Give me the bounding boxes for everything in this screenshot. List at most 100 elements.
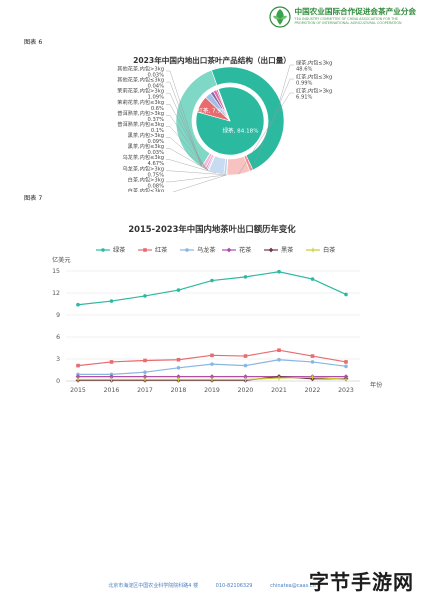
series-5-point-6 — [276, 375, 282, 381]
ring-slice-label-4: 白茶,内包>3kg — [128, 175, 164, 183]
series-3-point-1 — [109, 374, 114, 379]
ring-leader-line-6 — [166, 159, 217, 174]
series-1-point-3 — [176, 357, 181, 362]
legend-label-5: 白茶 — [323, 246, 335, 254]
line-chart-title: 2015-2023年中国内地茶叶出口额历年变化 — [128, 224, 296, 234]
y-tick-label-0: 0 — [56, 378, 60, 385]
series-3-point-4 — [209, 374, 215, 379]
figure6-label: 图表 6 — [24, 39, 43, 46]
ring-slice-label-7: 黑茶,内包≤3kg — [128, 142, 164, 150]
series-3-point-3 — [176, 374, 181, 379]
series-3-point-0 — [75, 374, 81, 379]
series-1-point-2 — [143, 358, 147, 363]
x-tick-label-8: 2023 — [338, 387, 354, 394]
legend-label-1: 红茶 — [155, 246, 167, 254]
ring-leader-line-11 — [166, 104, 206, 170]
org-name-cn: 中国农业国际合作促进会茶产业分会 — [294, 7, 417, 16]
line-chart-legend: 绿茶 红茶 乌龙茶 花茶 黑茶 白茶 — [96, 246, 335, 254]
series-2-point-2 — [143, 370, 147, 374]
line-chart-series — [75, 269, 349, 383]
y-tick-label-3: 9 — [56, 312, 60, 319]
series-5-point-1 — [109, 377, 114, 382]
pie-slice-group — [175, 66, 285, 176]
legend-label-0: 绿茶 — [113, 246, 125, 254]
series-5-point-8 — [343, 377, 349, 382]
y-tick-label-4: 12 — [52, 290, 60, 297]
ring-slice-pct-11: 0.6% — [151, 106, 164, 112]
ring-leader-line-13 — [166, 81, 202, 168]
footer-phone: 010-82106329 — [215, 583, 253, 589]
ring-slice-label-2: 红茶,内包>3kg — [296, 87, 332, 95]
series-1-point-1 — [109, 360, 114, 364]
ring-slice-pct-6: 4.67% — [148, 161, 165, 167]
ring-leader-line-3 — [172, 174, 227, 192]
ring-slice-pct-8: 0.09% — [148, 139, 165, 145]
legend-swatch-marker-1 — [143, 248, 147, 252]
legend-label-4: 黑茶 — [281, 246, 293, 254]
series-0-point-0 — [76, 302, 80, 307]
ring-slice-pct-9: 0.1% — [151, 128, 164, 134]
ring-leader-line-0 — [279, 64, 294, 101]
x-tick-label-0: 2015 — [70, 387, 86, 394]
ring-slice-pct-5: 0.75% — [148, 172, 165, 178]
series-2-point-6 — [277, 357, 281, 362]
series-5-point-3 — [176, 377, 181, 382]
series-3-point-5 — [243, 374, 248, 379]
series-0-point-4 — [210, 278, 214, 283]
ring-slice-label-12: 茉莉花茶,内包>3kg — [117, 87, 164, 95]
legend-label-3: 花茶 — [239, 246, 251, 254]
ring-slice-label-9: 普洱熟茶,内包≤3kg — [117, 120, 164, 128]
series-2-point-8 — [344, 364, 348, 369]
line-chart-grid: 0 3 6 9 12 15 2015 2016 2017 2018 2019 2020 2021 2022… — [52, 268, 360, 394]
ring-leader-line-4 — [166, 174, 227, 183]
ring-slice-label-13: 其他花茶,内包≤3kg — [117, 76, 164, 84]
legend-swatch-marker-4 — [268, 247, 274, 253]
x-tick-label-1: 2016 — [104, 387, 120, 394]
legend-swatch-marker-0 — [101, 248, 105, 252]
ring-slice-pct-12: 1.09% — [148, 95, 165, 101]
legend-label-2: 乌龙茶 — [197, 246, 216, 254]
ring-slice-pct-7: 0.03% — [148, 150, 165, 156]
pie-slice-6 — [217, 88, 231, 122]
series-0-point-3 — [176, 288, 181, 292]
pie-slice-label-1: 红茶, 7.9% — [197, 107, 226, 115]
ring-leader-line-12 — [166, 92, 204, 169]
series-1-point-7 — [310, 354, 315, 358]
series-1-point-5 — [243, 354, 248, 358]
pie-slice-label-0: 绿茶, 84.18% — [222, 127, 258, 135]
ring-slice-label-3: 白茶,内包≤3kg — [128, 187, 164, 193]
ring-leader-line-7 — [166, 148, 209, 171]
series-2-point-7 — [310, 360, 315, 364]
org-name-en-line1: TEA INDUSTRY COMMITTEE OF CHINA ASSOCIAT… — [294, 17, 399, 21]
ring-leader-line-2 — [238, 92, 294, 175]
ring-slice-label-6: 乌龙茶,内包≤3kg — [122, 153, 164, 161]
ring-slice-pct-1: 0.99% — [296, 81, 313, 87]
legend-swatch-marker-3 — [226, 247, 232, 253]
footer-email: chinatea@caas.cn — [270, 583, 316, 589]
series-1-point-0 — [76, 363, 80, 368]
x-tick-label-5: 2020 — [238, 387, 254, 394]
series-0-point-2 — [143, 294, 147, 298]
page-header: 中国农业国际合作促进会茶产业分会 TEA INDUSTRY COMMITTEE … — [0, 0, 424, 34]
x-tick-label-2: 2017 — [137, 387, 153, 394]
y-axis-label: 亿美元 — [52, 256, 71, 264]
pie-chart-title: 2023年中国内地出口茶叶产品结构（出口量） — [133, 55, 291, 65]
series-5-point-2 — [142, 377, 148, 382]
ring-slice-label-14: 其他花茶,内包>3kg — [117, 65, 164, 73]
export-value-line-chart: 2015-2023年中国内地茶叶出口额历年变化 绿茶 红茶 乌龙茶 花茶 黑茶 白茶 亿美… — [52, 224, 383, 394]
ring-leader-line-1 — [251, 78, 294, 171]
ring-leader-line-5 — [166, 170, 226, 175]
ring-slice-pct-14: 0.03% — [148, 73, 165, 79]
ring-slice-pct-4: 0.08% — [148, 183, 165, 189]
y-tick-label-1: 3 — [56, 356, 60, 363]
series-0-point-6 — [277, 269, 281, 274]
series-0-point-7 — [310, 277, 315, 281]
ring-slice-label-10: 普洱熟茶,内包>3kg — [117, 109, 164, 117]
series-1-point-8 — [344, 360, 348, 364]
legend-swatch-marker-5 — [310, 247, 316, 253]
site-watermark: 字节手游网 — [309, 570, 414, 594]
page-footer: 北京市海淀区中国农业科学院院科路4 楼 010-82106329 chinate… — [0, 582, 424, 589]
series-2-point-5 — [243, 363, 248, 368]
org-logo: 中国农业国际合作促进会茶产业分会 TEA INDUSTRY COMMITTEE … — [268, 6, 417, 28]
ring-leader-line-10 — [166, 115, 208, 171]
